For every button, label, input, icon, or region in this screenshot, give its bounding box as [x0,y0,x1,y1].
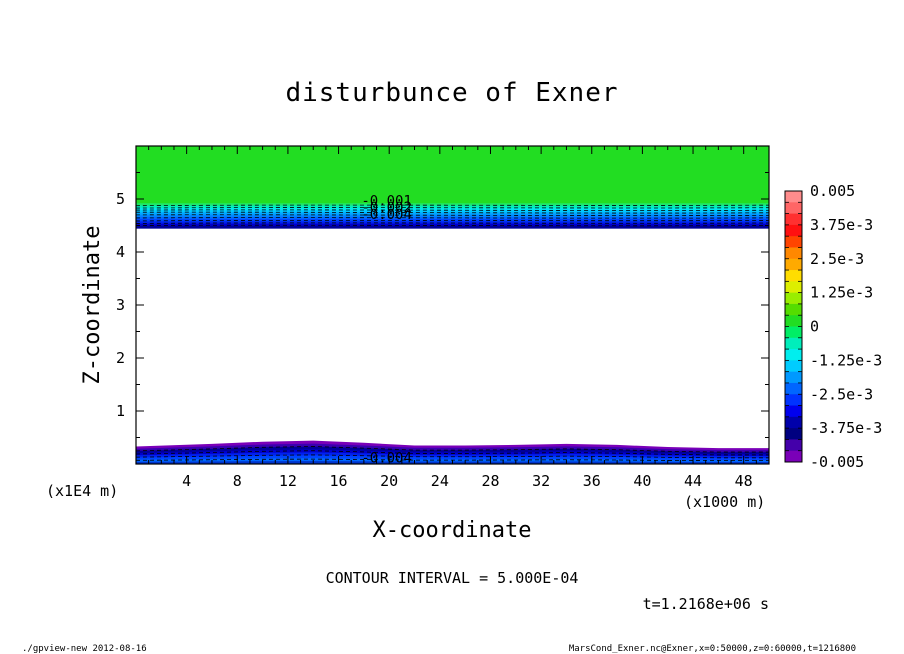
upper-band [136,223,769,227]
x-tick-labels: 4 8 12 16 20 24 28 32 36 40 44 48 [182,472,753,490]
colorbar-swatch [785,326,802,339]
x-tick-label: 8 [233,472,242,490]
colorbar-swatch [785,450,802,463]
colorbar-swatch [785,236,802,248]
chart-title: disturbunce of Exner [285,78,618,108]
upper-band [136,207,769,211]
footer-right: MarsCond_Exner.nc@Exner,x=0:50000,z=0:60… [569,644,856,654]
upper-band [136,203,769,207]
contour-line-upper [136,207,769,209]
y-tick-label: 3 [116,296,125,314]
x-tick-label: 44 [684,472,702,490]
colorbar-swatch [785,247,802,260]
contour-line-upper [136,211,769,214]
colorbar-swatch [785,292,802,305]
colorbar-swatch [785,360,802,373]
colorbar-label: 3.75e-3 [810,216,873,234]
upper-band [136,210,769,213]
colorbar-swatch [785,281,802,294]
upper-band [136,212,769,216]
colorbar-swatch [785,224,802,237]
x-axis-label: X-coordinate [373,518,532,543]
colorbar-label: 2.5e-3 [810,250,864,268]
colorbar-label: -0.005 [810,453,864,471]
y-axis-label: Z-coordinate [80,226,105,385]
upper-contour-bands [136,146,769,229]
upper-band [136,205,769,209]
contour-line-upper [136,204,769,207]
x-tick-label: 40 [633,472,651,490]
contour-line-upper [136,224,769,227]
y-tick-label: 4 [116,243,125,261]
colorbar-swatch [785,258,802,271]
colorbar-swatch [785,394,802,407]
colorbar-swatch [785,303,802,316]
plot-area [136,146,769,464]
contour-label-upper: -0.004 [361,207,412,223]
colorbar-swatch [785,213,802,226]
y-tick-labels: 1 2 3 4 5 [116,190,125,420]
upper-band [136,214,769,218]
colorbar-label: -2.5e-3 [810,385,873,403]
colorbar-swatch [785,337,802,350]
colorbar-label: 1.25e-3 [810,284,873,302]
colorbar-swatch [785,191,802,203]
x-tick-label: 20 [380,472,398,490]
colorbar-swatch [785,371,802,384]
contour-line-lower [136,454,769,459]
contour-lines [136,204,769,462]
colorbar-swatch [785,270,802,282]
x-tick-label: 32 [532,472,550,490]
x-unit-label: (x1000 m) [684,493,765,511]
contour-line-lower [136,450,769,456]
colorbar-label: 0 [810,318,819,336]
contour-label-upper: -0.001 [361,194,412,210]
upper-band [136,225,769,229]
x-tick-label: 16 [330,472,348,490]
contour-line-upper [136,209,769,211]
colorbar-label: -1.25e-3 [810,351,882,369]
colorbar-swatch [785,315,802,327]
time-text: t=1.2168e+06 s [643,595,769,613]
colorbar-swatch [785,439,802,452]
x-tick-label: 36 [583,472,601,490]
contour-line-lower [136,446,769,453]
y-unit-label: (x1E4 m) [46,482,118,500]
x-tick-label: 4 [182,472,191,490]
y-tick-label: 1 [116,402,125,420]
x-tick-label: 12 [279,472,297,490]
colorbar-swatch [785,428,802,440]
contour-label-upper: -0.002 [361,200,412,216]
contour-label-lower: -0.004 [361,451,412,467]
contour-line-upper [136,217,769,219]
x-tick-label: 24 [431,472,449,490]
axis-ticks [136,146,769,464]
y-tick-label: 2 [116,349,125,367]
contour-labels: -0.001-0.002-0.004-0.004 [361,194,412,467]
colorbar-labels: 0.005 3.75e-3 2.5e-3 1.25e-3 0 -1.25e-3 -2.5e-… [810,182,882,471]
contour-interval-text: CONTOUR INTERVAL = 5.000E-04 [326,569,579,587]
contour-line-upper [136,214,769,217]
contour-line-upper [136,222,769,224]
colorbar-swatch [785,405,802,418]
contour-line-upper [136,219,769,222]
x-tick-label: 48 [735,472,753,490]
colorbar-swatch [785,202,802,215]
footer-left: ./gpview-new 2012-08-16 [22,644,147,654]
colorbar-swatch [785,382,802,395]
colorbar-ticks [785,201,802,452]
colorbar [785,191,802,463]
y-tick-label: 5 [116,190,125,208]
colorbar-swatch [785,416,802,429]
colorbar-label: -3.75e-3 [810,419,882,437]
colorbar-label: 0.005 [810,182,855,200]
colorbar-swatch [785,349,802,361]
x-tick-label: 28 [481,472,499,490]
